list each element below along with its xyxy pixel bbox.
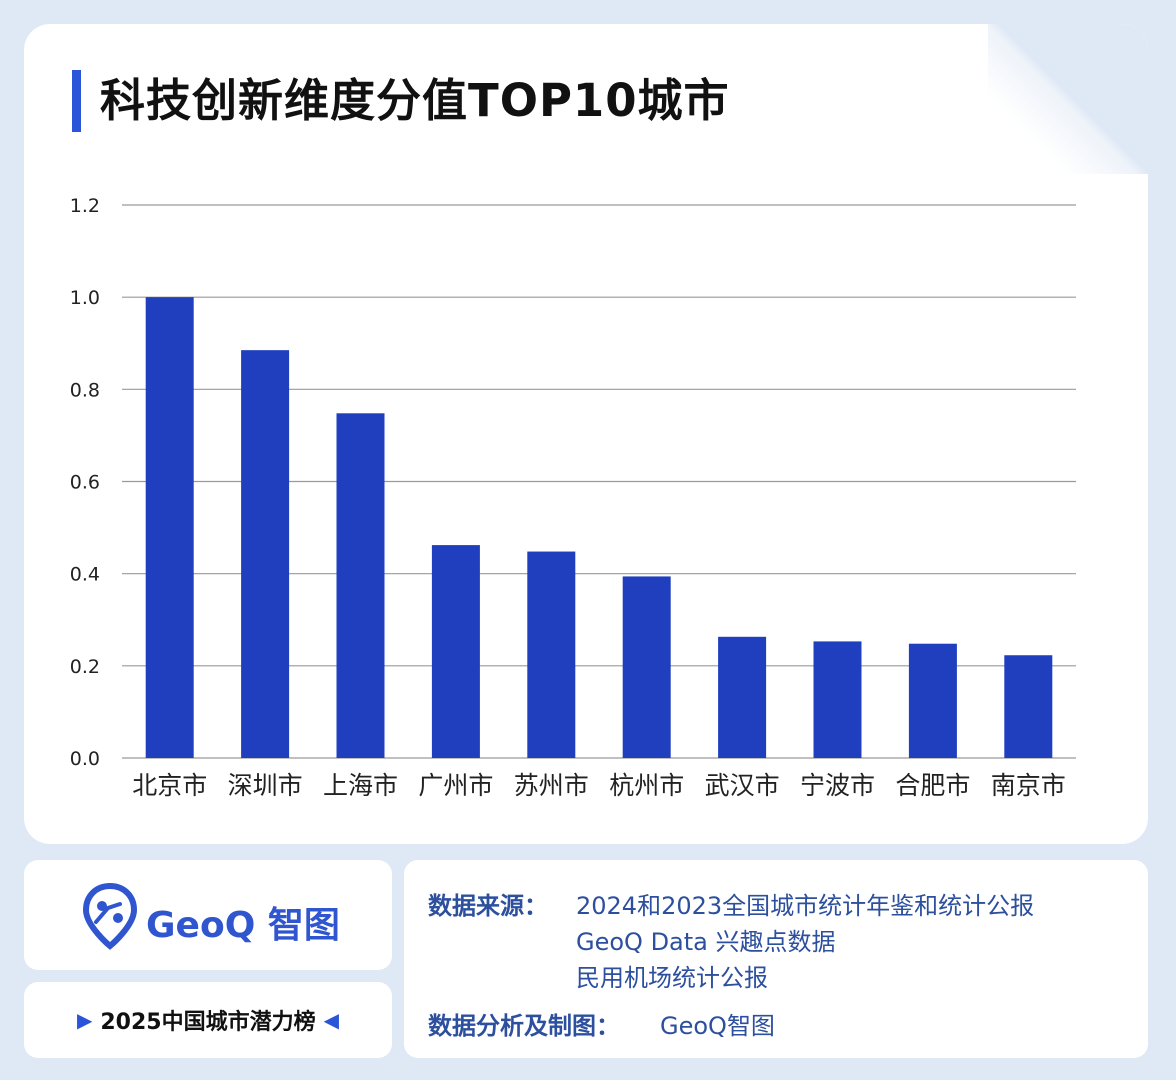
- logo-text: GeoQ 智图: [146, 905, 340, 946]
- y-tick-label: 1.2: [70, 195, 100, 217]
- x-tick-label: 杭州市: [609, 771, 684, 800]
- bar: [145, 297, 194, 758]
- x-tick-label: 苏州市: [514, 771, 589, 800]
- x-tick-label: 合肥市: [895, 771, 970, 800]
- source-label: 数据来源：: [428, 892, 548, 920]
- bar: [431, 545, 480, 758]
- bar: [1004, 655, 1053, 758]
- bar: [813, 641, 862, 758]
- chart-card: 科技创新维度分值TOP10城市 0.0 0.2 0.4 0.6 0.8 1.0 1.2 北京市…: [24, 24, 1148, 844]
- bar: [622, 576, 671, 758]
- y-tick-label: 1.0: [70, 287, 100, 309]
- map-pin-icon: [82, 882, 138, 950]
- y-tick-label: 0.4: [70, 564, 100, 586]
- source-line: GeoQ Data 兴趣点数据: [576, 928, 836, 956]
- source-line: 民用机场统计公报: [576, 964, 768, 992]
- x-tick-label: 上海市: [323, 771, 398, 800]
- x-tick-label: 广州市: [418, 771, 493, 800]
- y-tick-label: 0.6: [70, 472, 100, 494]
- credit-label: 数据分析及制图：: [428, 1012, 620, 1040]
- x-tick-label: 宁波市: [800, 771, 875, 800]
- triangle-left-icon: ◀: [323, 1008, 339, 1032]
- source-line: 2024和2023全国城市统计年鉴和统计公报: [576, 892, 1035, 920]
- title-accent-bar: [72, 70, 81, 132]
- y-tick-label: 0.0: [70, 748, 100, 770]
- chart-title: 科技创新维度分值TOP10城市: [100, 74, 730, 127]
- x-tick-label: 南京市: [991, 771, 1066, 800]
- bar: [908, 643, 957, 758]
- bar: [527, 551, 576, 758]
- slogan-text: 2025中国城市潜力榜: [100, 1010, 316, 1035]
- y-tick-label: 0.2: [70, 656, 100, 678]
- x-tick-label: 武汉市: [705, 771, 780, 800]
- page-curl-decoration: [988, 24, 1148, 174]
- bar-chart: 0.0 0.2 0.4 0.6 0.8 1.0 1.2 北京市 深圳市 上海市 广州市 苏州市 杭州市武…: [70, 195, 1076, 800]
- triangle-right-icon: ▶: [76, 1008, 93, 1032]
- credit-value: GeoQ智图: [660, 1012, 775, 1040]
- bar: [241, 350, 290, 758]
- bar: [718, 636, 767, 758]
- x-tick-label: 北京市: [132, 771, 207, 800]
- y-tick-label: 0.8: [70, 379, 100, 401]
- bar: [336, 413, 385, 758]
- slogan-card: ▶ 2025中国城市潜力榜 ◀: [24, 982, 392, 1058]
- x-tick-label: 深圳市: [228, 771, 303, 800]
- source-card: 数据来源： 2024和2023全国城市统计年鉴和统计公报 GeoQ Data 兴…: [404, 860, 1148, 1058]
- logo-card: GeoQ 智图: [24, 860, 392, 970]
